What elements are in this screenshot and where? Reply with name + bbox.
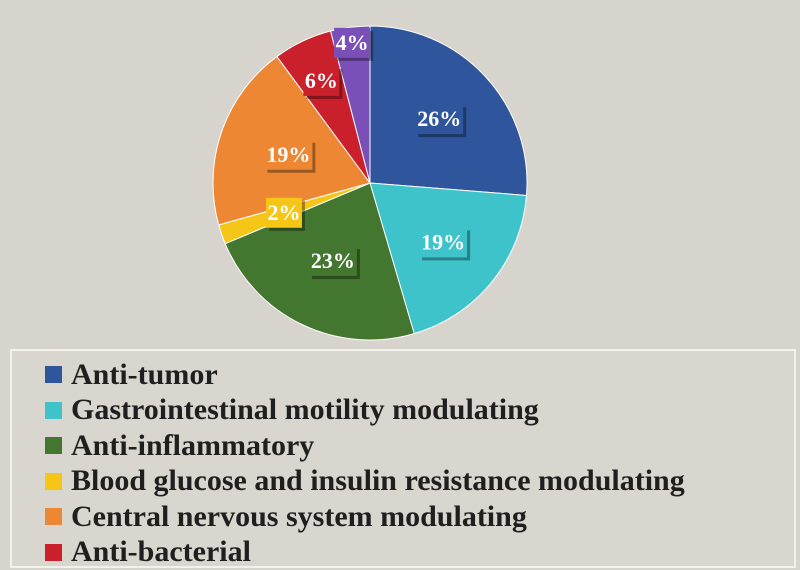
legend-label: Gastrointestinal motility modulating <box>71 393 539 427</box>
legend-label: Blood glucose and insulin resistance mod… <box>71 464 685 498</box>
slice-label-group: 4% <box>334 27 374 61</box>
pie-slice <box>369 182 528 335</box>
slice-label-box <box>303 65 340 96</box>
slice-label: 6% <box>305 68 338 93</box>
slice-label: 4% <box>336 30 369 55</box>
legend-swatch <box>45 437 62 455</box>
slice-label-box <box>265 197 302 228</box>
slice-label-group: 23% <box>308 245 360 279</box>
slice-label-group: 19% <box>264 139 316 173</box>
legend-swatch <box>45 543 62 561</box>
legend-label: Anti-bacterial <box>71 535 251 569</box>
slice-label: 19% <box>266 142 310 167</box>
slice-label: 26% <box>417 106 461 131</box>
slice-label-box <box>264 139 313 170</box>
legend-swatch <box>45 508 62 526</box>
slice-label-box <box>334 27 371 58</box>
pie-slice <box>329 25 371 184</box>
legend-item-anti-bacterial: Anti-bacterial <box>45 535 794 570</box>
legend-label: Anti-inflammatory <box>71 428 315 462</box>
slice-label-box <box>419 227 468 258</box>
slice-label: 19% <box>421 229 465 254</box>
legend-item-anti-tumor: Anti-tumor <box>45 357 794 393</box>
legend: Anti-tumor Gastrointestinal motility mod… <box>10 349 796 568</box>
slice-label: 2% <box>267 200 300 225</box>
slice-label-group: 6% <box>303 65 343 99</box>
legend-item-gastrointestinal: Gastrointestinal motility modulating <box>45 393 794 429</box>
legend-swatch <box>45 472 62 490</box>
slice-label-group: 19% <box>419 227 471 261</box>
legend-label: Anti-tumor <box>71 357 218 391</box>
slice-label-group: 26% <box>415 104 467 138</box>
slice-label-box <box>415 104 464 135</box>
legend-label: Central nervous system modulating <box>71 499 527 533</box>
slice-label-box <box>308 245 357 276</box>
slice-label: 23% <box>311 248 355 273</box>
slice-label-group: 2% <box>265 197 305 231</box>
pie-chart: 26% 19% 23% 2% 19% 6% 4% <box>212 25 528 341</box>
legend-swatch <box>45 366 62 384</box>
legend-swatch <box>45 401 62 419</box>
legend-item-blood-glucose: Blood glucose and insulin resistance mod… <box>45 464 794 500</box>
legend-item-cns: Central nervous system modulating <box>45 499 794 535</box>
legend-item-anti-inflammatory: Anti-inflammatory <box>45 428 794 464</box>
